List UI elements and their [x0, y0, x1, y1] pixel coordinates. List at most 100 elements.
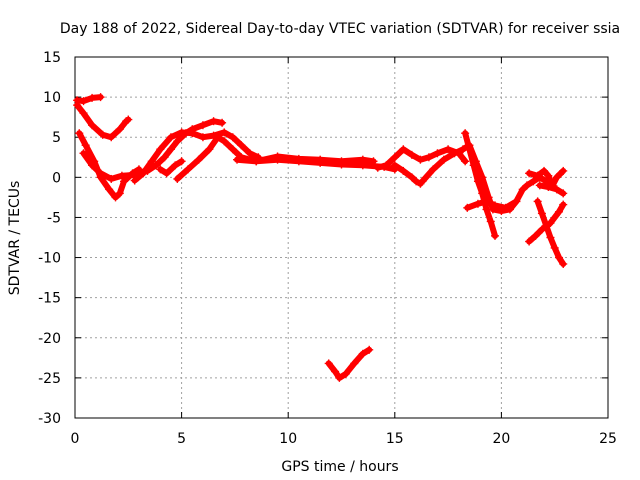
- data-point: [220, 128, 229, 137]
- data-point: [433, 149, 442, 158]
- data-point: [469, 161, 478, 170]
- y-tick-labels: 15 10 5 0 -5 -10 -15 -20 -25 -30: [38, 50, 61, 427]
- data-point: [537, 209, 546, 218]
- data-point: [198, 121, 207, 130]
- data-point: [461, 157, 470, 166]
- data-point: [233, 155, 242, 164]
- x-tick-label: 25: [599, 431, 617, 447]
- data-point: [88, 121, 97, 130]
- data-point: [540, 166, 549, 175]
- data-point: [331, 367, 340, 376]
- data-point: [544, 171, 553, 180]
- series-line: [74, 102, 132, 141]
- data-point: [171, 161, 180, 170]
- series-arc-12: [461, 129, 500, 240]
- data-point: [416, 155, 425, 164]
- data-point: [350, 359, 359, 368]
- data-point: [461, 129, 470, 138]
- data-point: [535, 181, 544, 190]
- data-point: [105, 185, 114, 194]
- y-tick-label: -10: [38, 251, 61, 267]
- data-point: [512, 197, 521, 206]
- series-line: [536, 182, 567, 197]
- data-point: [156, 165, 165, 174]
- data-point: [358, 349, 367, 358]
- x-tick-label: 5: [177, 431, 186, 447]
- series-line: [131, 129, 262, 184]
- data-point: [88, 161, 97, 170]
- data-point: [139, 169, 148, 178]
- data-point: [162, 169, 171, 178]
- data-point: [491, 231, 500, 240]
- y-tick-label: -15: [38, 291, 61, 307]
- y-tick-label: 5: [52, 130, 61, 146]
- data-point: [213, 133, 222, 142]
- data-point: [525, 169, 534, 178]
- data-point: [559, 189, 568, 198]
- data-point: [399, 145, 408, 154]
- plot-frame: [74, 56, 609, 419]
- y-tick-label: 10: [43, 90, 61, 106]
- data-point: [237, 141, 246, 150]
- data-point: [294, 154, 303, 163]
- data-point: [407, 173, 416, 182]
- data-point: [124, 115, 133, 124]
- data-point: [324, 359, 333, 368]
- series-arc-18: [324, 345, 374, 382]
- data-point: [559, 259, 568, 268]
- series-arc-4: [79, 117, 227, 183]
- data-point: [245, 149, 254, 158]
- y-tick-label: 15: [43, 50, 61, 66]
- data-point: [491, 201, 500, 210]
- series-arc-10: [390, 161, 425, 188]
- data-point: [382, 161, 391, 170]
- series-arc-2: [73, 101, 133, 142]
- data-point: [117, 171, 126, 180]
- data-point: [115, 189, 124, 198]
- data-point: [160, 153, 169, 162]
- data-point: [228, 133, 237, 142]
- data-point: [550, 243, 559, 252]
- data-point: [478, 189, 487, 198]
- series-arc-8: [233, 152, 378, 166]
- data-point: [390, 153, 399, 162]
- series-arc-6: [156, 157, 186, 178]
- series-arc-9: [373, 145, 470, 172]
- data-point: [79, 149, 88, 158]
- data-point: [482, 197, 491, 206]
- data-point: [522, 181, 531, 190]
- data-point: [98, 130, 107, 139]
- data-point: [107, 174, 116, 183]
- data-point: [424, 153, 433, 162]
- data-point: [542, 221, 551, 230]
- data-point: [205, 145, 214, 154]
- data-point: [79, 97, 88, 106]
- data-point: [559, 200, 568, 209]
- x-tick-labels: 0 5 10 15 20 25: [71, 431, 617, 447]
- data-point: [407, 150, 416, 159]
- series-line: [80, 118, 226, 182]
- data-point: [79, 109, 88, 118]
- x-tick-label: 0: [71, 431, 80, 447]
- data-point: [501, 203, 510, 212]
- data-point: [188, 129, 197, 138]
- y-tick-label: -5: [47, 210, 61, 226]
- data-point: [96, 169, 105, 178]
- data-point: [130, 176, 139, 185]
- data-point: [337, 157, 346, 166]
- data-point: [228, 145, 237, 154]
- data-point: [198, 133, 207, 142]
- data-point: [177, 128, 186, 137]
- data-point: [173, 174, 182, 183]
- data-point: [111, 193, 120, 202]
- data-point: [194, 155, 203, 164]
- data-point: [418, 177, 427, 186]
- axis-ticks: [74, 56, 609, 419]
- data-point: [120, 177, 129, 186]
- data-point: [373, 163, 382, 172]
- data-point: [529, 177, 538, 186]
- data-point: [559, 166, 568, 175]
- data-point: [341, 369, 350, 378]
- series-arc-17: [533, 197, 568, 268]
